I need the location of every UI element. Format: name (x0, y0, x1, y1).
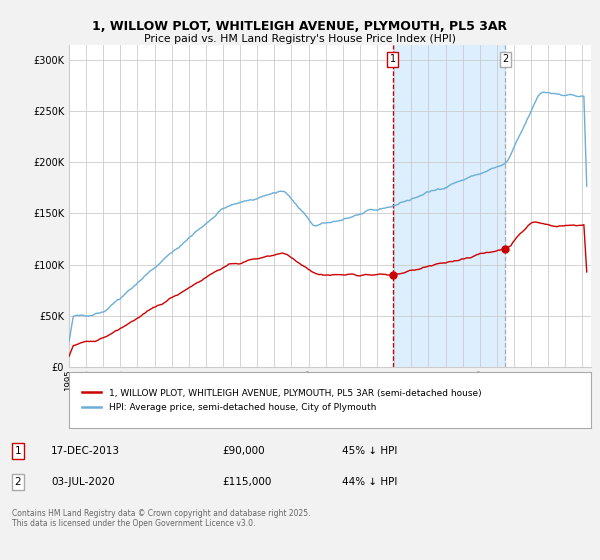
Text: £90,000: £90,000 (222, 446, 265, 456)
Text: 1: 1 (14, 446, 22, 456)
Text: Price paid vs. HM Land Registry's House Price Index (HPI): Price paid vs. HM Land Registry's House … (144, 34, 456, 44)
Text: 44% ↓ HPI: 44% ↓ HPI (342, 477, 397, 487)
Text: 03-JUL-2020: 03-JUL-2020 (51, 477, 115, 487)
Text: 1: 1 (389, 54, 396, 64)
Text: 1, WILLOW PLOT, WHITLEIGH AVENUE, PLYMOUTH, PL5 3AR: 1, WILLOW PLOT, WHITLEIGH AVENUE, PLYMOU… (92, 20, 508, 32)
Text: £115,000: £115,000 (222, 477, 271, 487)
Text: 2: 2 (502, 54, 509, 64)
Bar (393, 45, 505, 367)
Text: 45% ↓ HPI: 45% ↓ HPI (342, 446, 397, 456)
Text: 17-DEC-2013: 17-DEC-2013 (51, 446, 120, 456)
Legend: 1, WILLOW PLOT, WHITLEIGH AVENUE, PLYMOUTH, PL5 3AR (semi-detached house), HPI: : 1, WILLOW PLOT, WHITLEIGH AVENUE, PLYMOU… (76, 383, 487, 418)
Text: Contains HM Land Registry data © Crown copyright and database right 2025.
This d: Contains HM Land Registry data © Crown c… (12, 508, 311, 528)
Text: 2: 2 (14, 477, 22, 487)
